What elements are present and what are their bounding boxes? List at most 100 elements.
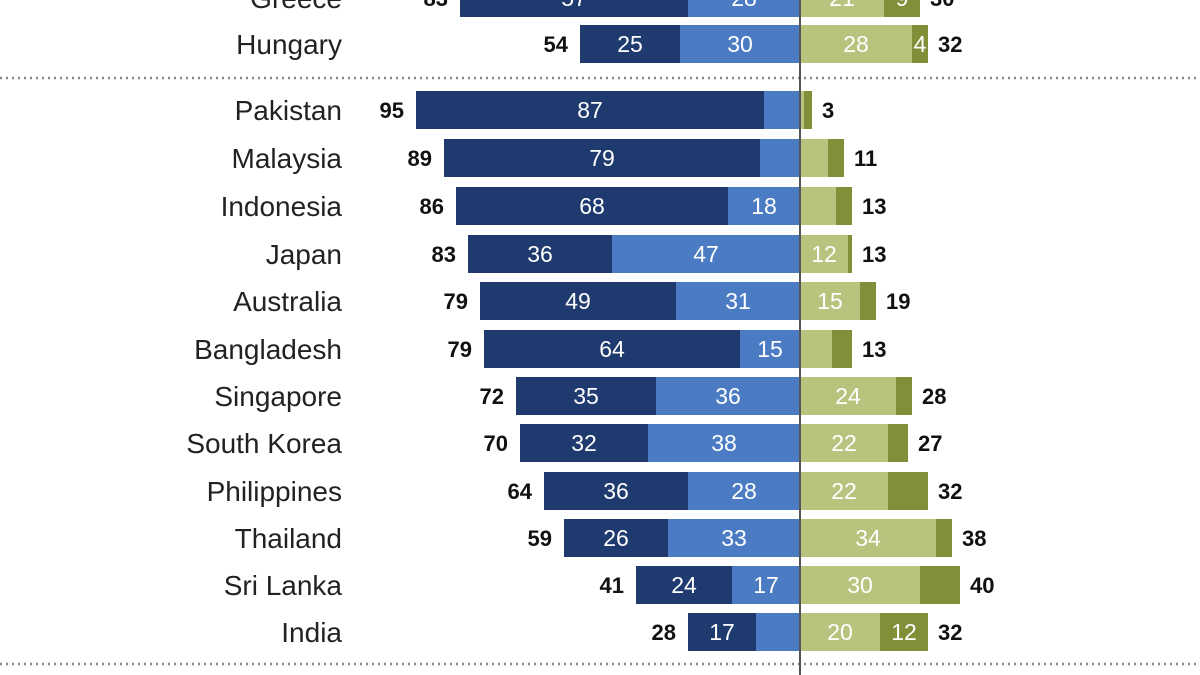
bar-right-strong: [836, 187, 852, 225]
country-label: Singapore: [214, 381, 342, 412]
bar-left-weak: [680, 25, 800, 63]
segment-label: 9: [896, 0, 909, 11]
bar-left-strong: [636, 566, 732, 604]
bar-right-weak: [800, 235, 848, 273]
country-label: Greece: [250, 0, 342, 14]
left-total-label: 70: [484, 431, 508, 456]
segment-label: 87: [577, 97, 603, 123]
segment-label: 31: [725, 288, 751, 314]
left-total-label: 72: [480, 384, 504, 409]
left-total-label: 64: [508, 479, 533, 504]
left-total-label: 79: [448, 337, 472, 362]
left-total-label: 83: [432, 242, 456, 267]
left-total-label: 28: [652, 620, 676, 645]
segment-label: 35: [573, 383, 599, 409]
bar-right-strong: [884, 0, 920, 17]
country-label: India: [281, 617, 342, 648]
segment-label: 18: [751, 193, 777, 219]
bar-right-weak: [800, 472, 888, 510]
bar-left-strong: [520, 424, 648, 462]
bar-right-weak: [800, 0, 884, 17]
bar-right-weak: [800, 91, 804, 129]
segment-label: 79: [589, 145, 615, 171]
right-total-label: 28: [922, 384, 946, 409]
segment-label: 25: [617, 31, 643, 57]
bar-right-weak: [800, 377, 896, 415]
segment-label: 36: [715, 383, 741, 409]
bar-right-weak: [800, 25, 912, 63]
segment-label: 26: [603, 525, 629, 551]
right-total-label: 27: [918, 431, 942, 456]
right-total-label: 3: [822, 98, 834, 123]
bar-left-weak: [656, 377, 800, 415]
segment-label: 4: [914, 31, 927, 57]
segment-label: 12: [811, 241, 837, 267]
country-label: Indonesia: [221, 191, 343, 222]
segment-label: 30: [847, 572, 873, 598]
segment-label: 22: [831, 430, 857, 456]
bar-right-weak: [800, 566, 920, 604]
right-total-label: 11: [854, 146, 877, 171]
bar-left-strong: [564, 519, 668, 557]
segment-label: 24: [671, 572, 697, 598]
right-total-label: 13: [862, 194, 886, 219]
bar-left-strong: [468, 235, 612, 273]
bar-left-weak: [764, 91, 800, 129]
bar-left-weak: [732, 566, 800, 604]
bar-right-strong: [880, 613, 928, 651]
country-label: Japan: [266, 239, 342, 270]
left-total-label: 86: [420, 194, 444, 219]
bar-left-weak: [688, 0, 800, 17]
bar-left-strong: [484, 330, 740, 368]
segment-label: 15: [757, 336, 783, 362]
country-label: Australia: [233, 286, 342, 317]
segment-label: 57: [561, 0, 587, 11]
bar-right-weak: [800, 613, 880, 651]
bar-left-weak: [728, 187, 800, 225]
bar-left-weak: [612, 235, 800, 273]
right-total-label: 38: [962, 526, 986, 551]
bar-right-weak: [800, 519, 936, 557]
left-total-label: 54: [544, 32, 569, 57]
country-label: Sri Lanka: [224, 570, 343, 601]
right-total-label: 13: [862, 337, 886, 362]
left-total-label: 59: [528, 526, 552, 551]
bar-right-strong: [896, 377, 912, 415]
bar-right-weak: [800, 330, 832, 368]
segment-label: 17: [753, 572, 779, 598]
bar-right-strong: [828, 139, 844, 177]
bar-left-weak: [668, 519, 800, 557]
bar-right-weak: [800, 187, 836, 225]
right-total-label: 19: [886, 289, 910, 314]
country-label: Thailand: [235, 523, 342, 554]
segment-label: 15: [817, 288, 843, 314]
bar-right-weak: [800, 282, 860, 320]
segment-label: 47: [693, 241, 719, 267]
segment-label: 36: [603, 478, 629, 504]
left-total-label: 83: [424, 0, 448, 11]
left-total-label: 41: [600, 573, 624, 598]
bar-left-weak: [648, 424, 800, 462]
country-label: Philippines: [207, 476, 342, 507]
bar-left-weak: [676, 282, 800, 320]
country-label: Malaysia: [232, 143, 343, 174]
bar-left-strong: [416, 91, 764, 129]
segment-label: 49: [565, 288, 591, 314]
bar-left-strong: [444, 139, 760, 177]
bar-right-strong: [920, 566, 960, 604]
bar-left-strong: [580, 25, 680, 63]
bar-right-strong: [888, 424, 908, 462]
country-label: Bangladesh: [194, 334, 342, 365]
bar-right-strong: [860, 282, 876, 320]
bar-left-weak: [740, 330, 800, 368]
bar-right-strong: [936, 519, 952, 557]
segment-label: 28: [731, 478, 757, 504]
bar-left-strong: [516, 377, 656, 415]
left-total-label: 89: [408, 146, 432, 171]
segment-label: 20: [827, 619, 853, 645]
segment-label: 28: [843, 31, 869, 57]
right-total-label: 13: [862, 242, 886, 267]
bar-right-weak: [800, 424, 888, 462]
bar-right-strong: [912, 25, 928, 63]
